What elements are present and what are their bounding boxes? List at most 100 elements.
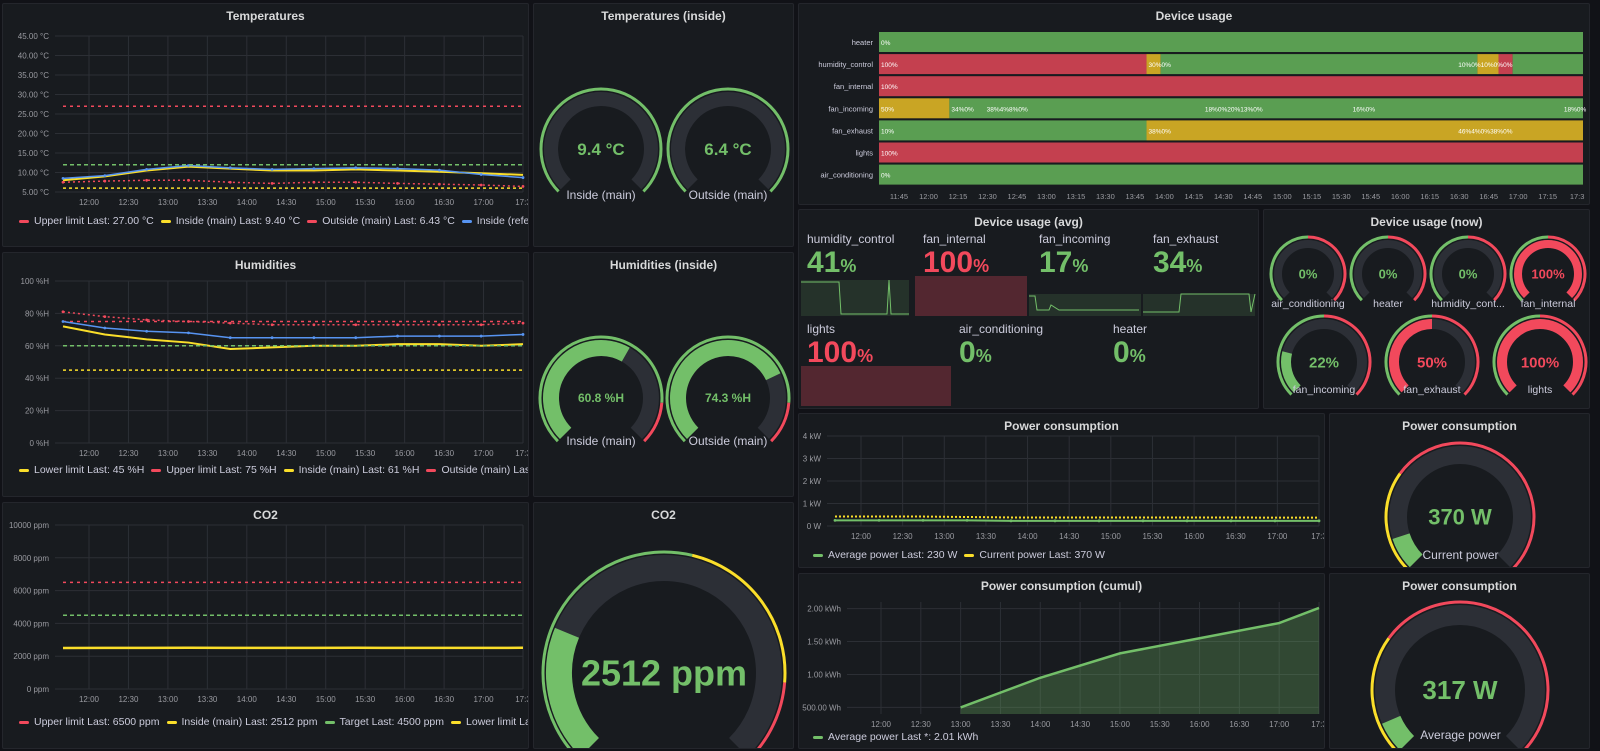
legend-label: Outside (main): [322, 215, 392, 227]
legend-item[interactable]: Lower limit Last: 2500 ppm: [451, 715, 528, 730]
threshold-band: [1387, 235, 1427, 302]
threshold-band: [756, 682, 787, 748]
x-tick-label: 13:00: [934, 532, 955, 541]
state-segment[interactable]: [879, 98, 950, 119]
y-tick-label: 2000 ppm: [13, 652, 49, 661]
gauge-arc: 60.8 %H: [538, 335, 664, 443]
sparkline-area: [1029, 294, 1141, 316]
legend-item[interactable]: Lower limit Last: 45 %H: [19, 463, 144, 478]
state-segment[interactable]: [1146, 120, 1583, 141]
legend-item[interactable]: Inside (main) Last: 2512 ppm: [166, 715, 318, 730]
data-point: [1229, 519, 1233, 523]
state-segment[interactable]: [879, 142, 1583, 163]
data-point: [145, 167, 149, 171]
humidities-chart[interactable]: 100 %H 80 %H 60 %H 40 %H 20 %H 0 %H 12:00 12:30…: [3, 253, 529, 497]
sparkline-area: [915, 276, 1027, 316]
legend-label: Inside (main): [181, 716, 243, 728]
x-tick-label: 14:00: [237, 198, 258, 207]
state-segment[interactable]: [1146, 54, 1161, 75]
gauge-track: [1274, 240, 1342, 299]
state-segment[interactable]: [879, 164, 1583, 185]
legend-item[interactable]: Inside (reference) Last: 8.70 °C: [461, 214, 528, 229]
threshold-band: [1307, 235, 1347, 302]
x-tick-label: 13:30: [197, 198, 218, 207]
data-point: [103, 315, 107, 319]
x-tick-label: 16:30: [434, 198, 455, 207]
data-point: [437, 323, 441, 327]
state-segment[interactable]: [879, 120, 1147, 141]
state-segment[interactable]: [1160, 54, 1478, 75]
x-tick-label: 13:30: [197, 695, 218, 704]
x-tick-label: 16:15: [1420, 192, 1439, 201]
gauge-arc: 6.4 °C: [666, 87, 790, 193]
legend-item[interactable]: Upper limit Last: 6500 ppm: [19, 715, 160, 730]
data-point: [187, 178, 190, 182]
power-chart[interactable]: 4 kW 3 kW 2 kW 1 kW 0 W 12:00 12:30 13:00 13:30 1…: [799, 414, 1325, 568]
segment-label: 0%: [881, 40, 891, 47]
legend-item[interactable]: Upper limit Last: 75 %H: [151, 463, 277, 478]
state-segment[interactable]: [1512, 54, 1583, 75]
gauge-arc: 22%: [1276, 314, 1372, 396]
legend-last: Last: 370 W: [1045, 549, 1105, 561]
legend-item[interactable]: Average power Last *: 2.01 kWh: [813, 730, 978, 745]
series-line: [62, 164, 524, 180]
legend-item[interactable]: Upper limit Last: 27.00 °C: [19, 214, 154, 229]
panel-title: Humidities: [234, 258, 297, 272]
state-segment[interactable]: [1477, 54, 1499, 75]
legend-item[interactable]: Outside (main) Last: 6.43 °C: [307, 214, 455, 229]
legend-item[interactable]: Inside (main) Last: 61 %H: [283, 463, 420, 478]
state-segment[interactable]: [879, 32, 1583, 52]
gauge-track: [1434, 240, 1502, 299]
threshold-band: [538, 335, 664, 443]
temperatures-chart[interactable]: 45.00 °C 40.00 °C 35.00 °C 30.00 °C 25.00 °C…: [3, 4, 529, 247]
legend-item[interactable]: Inside (main) Last: 9.40 °C: [160, 214, 300, 229]
row-label: fan_incoming: [828, 104, 873, 113]
legend-label: Current power: [979, 549, 1046, 561]
x-tick-label: 11:45: [890, 192, 908, 201]
gauge-label: Inside (main): [566, 188, 636, 202]
x-tick-label: 16:00: [395, 695, 416, 704]
legend-last: Last: 61 %H: [359, 464, 420, 476]
gauge-fill: [1281, 351, 1301, 393]
gauge-fill: [1514, 240, 1582, 299]
stat-name: humidity_control: [807, 232, 895, 246]
gauge-fill: [543, 340, 630, 440]
legend-item[interactable]: Outside (main) Last: 74 %H: [426, 463, 528, 478]
legend-swatch: [964, 553, 975, 557]
device-usage-timeline[interactable]: heater 0%humidity_control 100% 30%0% 10%0%10…: [799, 4, 1590, 205]
gauge-air_conditioning: 0%: [1269, 235, 1347, 302]
co2-chart[interactable]: 10000 ppm 8000 ppm 6000 ppm 4000 ppm 2000 pp…: [3, 503, 529, 749]
threshold-band: [1370, 637, 1396, 748]
data-point: [921, 518, 925, 522]
x-tick-label: 16:30: [1226, 532, 1247, 541]
state-segment[interactable]: [879, 76, 1583, 97]
y-tick-label: 1.00 kWh: [807, 670, 841, 679]
y-tick-label: 0 ppm: [27, 685, 50, 694]
panel-title: Humidities (inside): [609, 258, 718, 272]
x-tick-label: 13:30: [1096, 192, 1115, 201]
y-tick-label: 5.00 °C: [22, 188, 49, 197]
legend-item[interactable]: Current power Last: 370 W: [964, 548, 1105, 563]
gauge-arc: 370 W: [1384, 441, 1536, 567]
segment-label: 46%4%0%38%0%: [1458, 128, 1512, 135]
legend-item[interactable]: Average power Last: 230 W: [813, 548, 957, 563]
series-line: [62, 325, 524, 351]
threshold-band: [1547, 235, 1587, 302]
threshold-band: [770, 402, 791, 443]
state-segment[interactable]: [949, 98, 1583, 119]
state-segment[interactable]: [1498, 54, 1513, 75]
state-segment[interactable]: [879, 54, 1147, 75]
data-point: [396, 182, 399, 185]
gauge-value: 2512 ppm: [581, 653, 747, 694]
gauge-fill: [671, 105, 701, 190]
stat-value: 41%: [807, 246, 857, 279]
y-tick-label: 6000 ppm: [13, 587, 49, 596]
threshold-band: [539, 87, 663, 193]
legend-last: Last: 6.43 °C: [391, 215, 455, 227]
data-point: [521, 333, 525, 336]
sparkline: [1029, 295, 1139, 311]
power-cumul-chart[interactable]: 2.00 kWh 1.50 kWh 1.00 kWh 500.00 Wh 12:00 12…: [799, 574, 1325, 749]
legend-item[interactable]: Target Last: 4500 ppm: [324, 715, 444, 730]
x-tick-label: 17:3: [515, 449, 529, 458]
segment-label: 50%: [881, 106, 894, 113]
